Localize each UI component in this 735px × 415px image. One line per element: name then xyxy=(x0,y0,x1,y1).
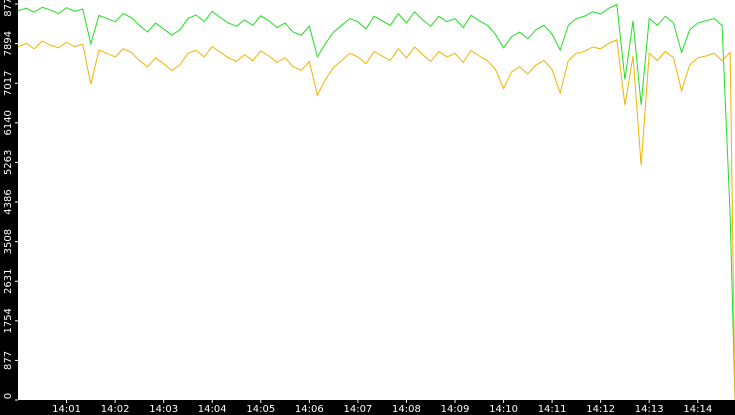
y-tick-label: 6140 xyxy=(3,110,14,135)
x-tick-label: 14:07 xyxy=(343,404,372,415)
series-line xyxy=(17,39,735,401)
y-tick-label: 7017 xyxy=(3,71,14,96)
x-tick-label: 14:13 xyxy=(635,404,664,415)
y-tick-label: 4386 xyxy=(3,189,14,214)
x-tick-label: 14:09 xyxy=(441,404,470,415)
y-tick-label: 1754 xyxy=(3,308,14,333)
y-tick-label: 5263 xyxy=(3,150,14,175)
x-tick-label: 14:11 xyxy=(538,404,567,415)
x-tick-label: 14:03 xyxy=(149,404,178,415)
x-tick-label: 14:14 xyxy=(683,404,712,415)
y-tick-label: 8772 xyxy=(3,0,14,17)
x-tick-label: 14:06 xyxy=(295,404,324,415)
series-line xyxy=(17,3,735,401)
y-tick-label: 0 xyxy=(3,393,14,399)
x-tick-label: 14:08 xyxy=(392,404,421,415)
y-tick-label: 2631 xyxy=(3,269,14,294)
y-tick-label: 3508 xyxy=(3,229,14,254)
x-tick-label: 14:04 xyxy=(198,404,227,415)
plot-area xyxy=(18,0,735,400)
y-tick-label: 877 xyxy=(3,351,14,370)
x-tick-label: 14:01 xyxy=(52,404,81,415)
x-tick-label: 14:12 xyxy=(586,404,615,415)
y-tick-label: 7894 xyxy=(3,31,14,56)
x-tick-label: 14:05 xyxy=(246,404,275,415)
x-tick-label: 14:10 xyxy=(489,404,518,415)
x-tick-label: 14:02 xyxy=(101,404,130,415)
